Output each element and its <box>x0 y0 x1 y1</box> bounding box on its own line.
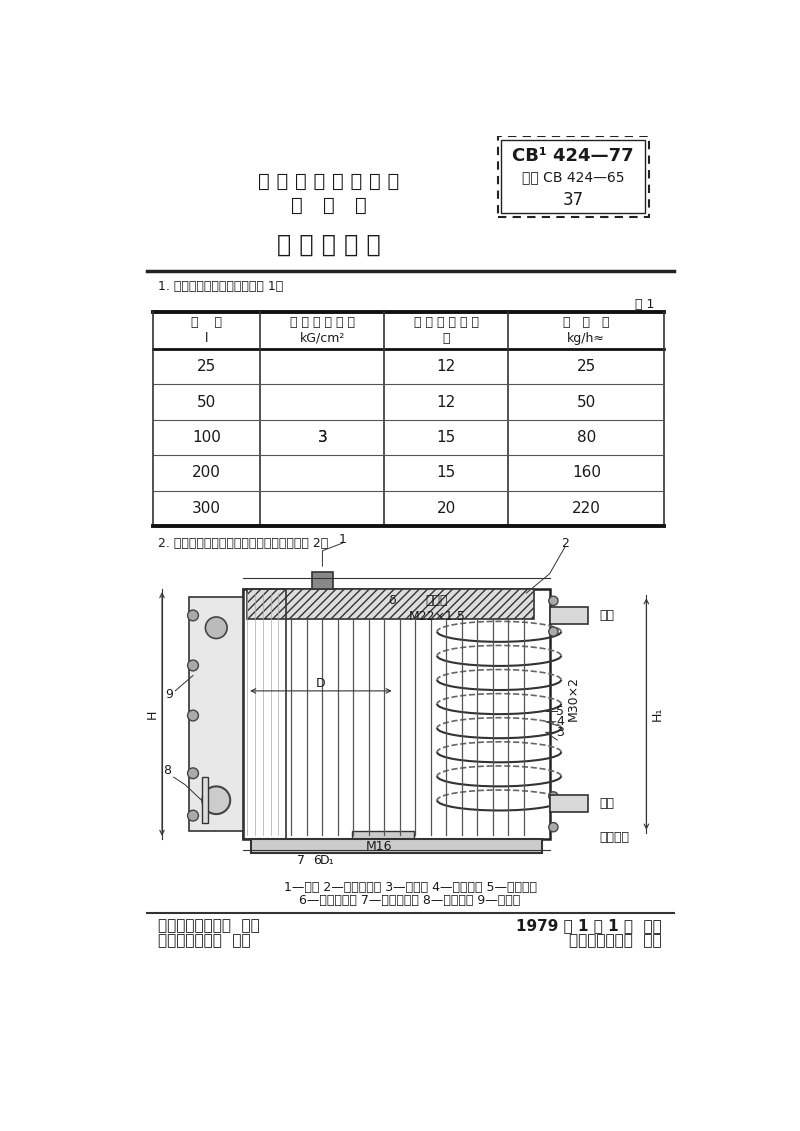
Bar <box>352 831 414 843</box>
Circle shape <box>549 596 558 605</box>
Text: 表 1: 表 1 <box>634 297 654 311</box>
Bar <box>550 607 588 624</box>
Bar <box>243 589 550 839</box>
Text: 37: 37 <box>562 191 584 209</box>
Bar <box>202 777 208 823</box>
Text: D₁: D₁ <box>320 854 334 866</box>
Text: 进水口
M22×1.5: 进水口 M22×1.5 <box>409 595 466 622</box>
Text: 4: 4 <box>557 715 564 728</box>
Bar <box>502 140 645 214</box>
Text: 3: 3 <box>318 430 327 446</box>
Text: M16: M16 <box>366 840 392 853</box>
Text: 1979 年 1 月 1 日  实施: 1979 年 1 月 1 日 实施 <box>516 918 662 933</box>
Text: 耗   汽   量: 耗 汽 量 <box>563 317 610 329</box>
Text: 船 舰 标 准 化 委 员 会: 船 舰 标 准 化 委 员 会 <box>258 172 399 191</box>
Text: 15: 15 <box>437 430 456 446</box>
Text: 上海船舰修造厂  起草: 上海船舰修造厂 起草 <box>570 933 662 949</box>
Text: kG/cm²: kG/cm² <box>300 331 345 345</box>
Text: 12: 12 <box>437 395 456 409</box>
Text: 8: 8 <box>163 765 171 777</box>
Text: 冷 水 煮 沸 时 间: 冷 水 煮 沸 时 间 <box>414 317 479 329</box>
Circle shape <box>549 627 558 637</box>
Circle shape <box>549 792 558 801</box>
Text: 50: 50 <box>197 395 216 409</box>
Text: 50: 50 <box>577 395 596 409</box>
Text: 160: 160 <box>572 466 601 481</box>
Text: H₁: H₁ <box>650 707 664 722</box>
Text: 部   标   准: 部 标 准 <box>290 197 366 215</box>
Text: H: H <box>146 709 159 718</box>
Text: 3: 3 <box>318 430 327 446</box>
Bar <box>243 589 286 839</box>
Text: 9: 9 <box>165 689 173 701</box>
Text: 6—残水旋塞； 7—放水旋塞； 8—温度计； 9—液位表: 6—残水旋塞； 7—放水旋塞； 8—温度计； 9—液位表 <box>299 893 521 907</box>
Text: 1—盖； 2—溢汽旋塞； 3—桶体； 4—加热管； 5—绵热层；: 1—盖； 2—溢汽旋塞； 3—桶体； 4—加热管； 5—绵热层； <box>283 881 537 893</box>
Text: 蒸 汽 沸 水 器: 蒸 汽 沸 水 器 <box>277 232 381 257</box>
Text: CB¹ 424—77: CB¹ 424—77 <box>512 147 634 165</box>
Bar <box>311 572 334 589</box>
Text: 220: 220 <box>572 501 601 516</box>
Bar <box>550 795 588 812</box>
Circle shape <box>206 618 227 639</box>
Text: 15: 15 <box>437 466 456 481</box>
Text: 12: 12 <box>437 360 456 374</box>
Bar <box>247 589 534 619</box>
Text: 仓库设备专业组  提出: 仓库设备专业组 提出 <box>158 933 250 949</box>
Circle shape <box>187 810 198 821</box>
Text: M30×2: M30×2 <box>566 676 579 722</box>
Text: l: l <box>205 331 208 345</box>
Circle shape <box>549 822 558 831</box>
Text: 7: 7 <box>298 854 306 866</box>
Text: kg/h≈: kg/h≈ <box>567 331 606 345</box>
Text: D: D <box>316 676 326 690</box>
Text: 容    量: 容 量 <box>191 317 222 329</box>
Circle shape <box>202 786 230 814</box>
Text: 100: 100 <box>192 430 221 446</box>
Text: 200: 200 <box>192 466 221 481</box>
Text: 进气: 进气 <box>600 797 615 810</box>
Text: 作固定用: 作固定用 <box>600 830 630 844</box>
Circle shape <box>187 610 198 621</box>
Text: 分: 分 <box>442 331 450 345</box>
Circle shape <box>187 661 198 671</box>
Bar <box>189 597 243 831</box>
Text: 3: 3 <box>557 726 564 739</box>
Bar <box>251 839 542 853</box>
Bar <box>498 137 649 217</box>
Text: 2. 蒸汽沸水器的型式、基本尺寸按下图及表 2。: 2. 蒸汽沸水器的型式、基本尺寸按下图及表 2。 <box>158 536 328 550</box>
Text: 排气: 排气 <box>600 608 615 622</box>
Text: 船舰标准化委员会  发布: 船舰标准化委员会 发布 <box>158 918 260 933</box>
Text: 6: 6 <box>313 854 321 866</box>
Text: 代替 CB 424—65: 代替 CB 424—65 <box>522 170 624 184</box>
Text: 20: 20 <box>437 501 456 516</box>
Text: 1: 1 <box>338 533 346 545</box>
Text: δ: δ <box>388 594 396 607</box>
Text: 2: 2 <box>561 536 569 550</box>
Text: 25: 25 <box>577 360 596 374</box>
Text: 1. 蒸汽沸水器的基本参数按表 1。: 1. 蒸汽沸水器的基本参数按表 1。 <box>158 280 283 293</box>
Circle shape <box>187 710 198 720</box>
Circle shape <box>187 768 198 778</box>
Text: 加 热 蒸 汽 压 力: 加 热 蒸 汽 压 力 <box>290 317 355 329</box>
Text: 25: 25 <box>197 360 216 374</box>
Text: 5: 5 <box>556 705 564 717</box>
Text: 300: 300 <box>192 501 221 516</box>
Text: 80: 80 <box>577 430 596 446</box>
